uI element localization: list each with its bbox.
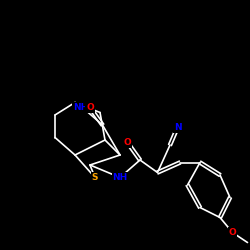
Text: NH: NH xyxy=(112,173,128,182)
Text: NH₂: NH₂ xyxy=(73,103,92,112)
Text: S: S xyxy=(92,173,98,182)
Text: O: O xyxy=(124,138,132,147)
Text: O: O xyxy=(229,228,236,237)
Text: O: O xyxy=(86,103,94,112)
Text: N: N xyxy=(174,123,181,132)
